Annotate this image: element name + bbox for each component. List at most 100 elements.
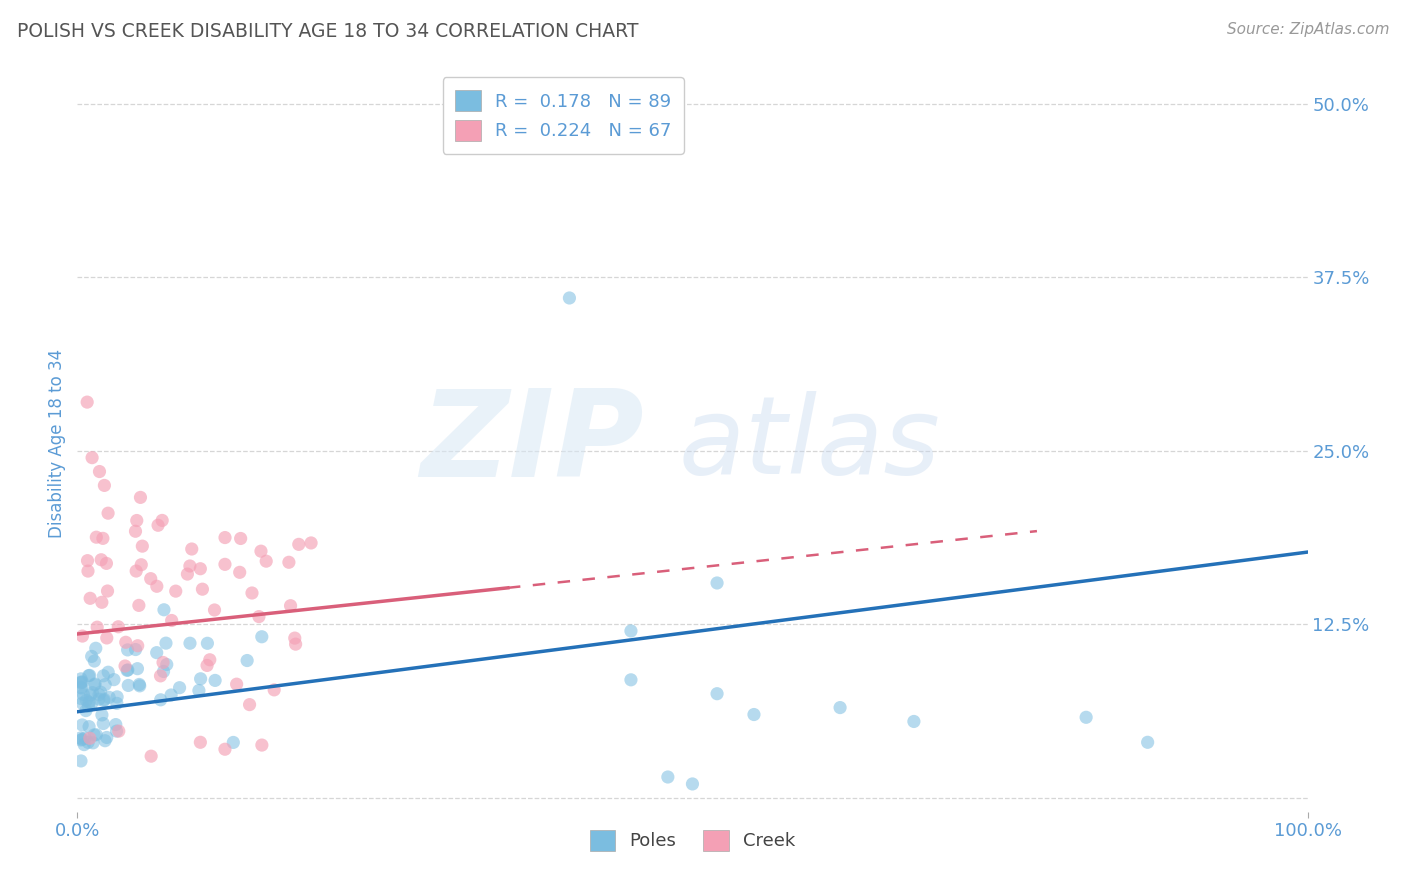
Point [149,669,172,683]
Point [96,557,118,571]
Text: POLISH VS CREEK DISABILITY AGE 18 TO 34 CORRELATION CHART: POLISH VS CREEK DISABILITY AGE 18 TO 34 … [17,22,638,41]
Point [129,558,152,572]
Point [250,738,273,752]
Point [288,537,311,551]
Point [87,688,110,702]
Point [229,532,252,546]
Point [87,692,110,706]
Point [86,530,108,544]
Point [91,716,114,731]
Point [277,555,299,569]
Point [187,683,209,698]
Point [903,714,925,729]
Point [197,636,219,650]
Point [236,654,259,668]
Point [169,681,191,695]
Point [128,599,150,613]
Point [152,665,174,679]
Point [107,724,129,739]
Point [70,675,93,690]
Point [77,695,100,709]
Point [84,677,107,691]
Point [77,564,100,578]
Point [160,688,183,702]
Text: ZIP: ZIP [420,385,644,502]
Point [86,620,108,634]
Point [79,591,101,606]
Point [73,731,96,745]
Point [124,642,146,657]
Point [152,656,174,670]
Point [146,579,169,593]
Point [104,717,127,731]
Point [72,629,94,643]
Point [1076,710,1098,724]
Point [93,693,115,707]
Point [72,688,94,702]
Point [165,584,187,599]
Point [558,291,581,305]
Point [75,693,97,707]
Y-axis label: Disability Age 18 to 34: Disability Age 18 to 34 [48,349,66,539]
Point [124,524,146,539]
Point [105,724,128,739]
Point [214,558,236,572]
Text: atlas: atlas [678,392,941,496]
Point [90,553,112,567]
Point [103,673,125,687]
Point [127,662,149,676]
Point [131,539,153,553]
Point [80,697,103,711]
Point [247,609,270,624]
Point [105,690,128,704]
Point [280,599,302,613]
Point [149,693,172,707]
Point [98,690,121,705]
Point [239,698,262,712]
Point [96,584,118,599]
Point [79,731,101,746]
Point [77,668,100,682]
Point [195,658,218,673]
Point [153,603,176,617]
Point [93,478,115,492]
Point [70,672,93,686]
Point [129,491,152,505]
Point [125,564,148,578]
Point [179,559,201,574]
Point [657,770,679,784]
Point [70,680,93,694]
Point [77,735,100,749]
Point [70,718,93,732]
Point [77,699,100,714]
Point [1136,735,1159,749]
Point [145,646,167,660]
Point [107,620,129,634]
Point [82,685,104,699]
Point [160,614,183,628]
Point [117,643,139,657]
Point [254,554,277,568]
Point [79,668,101,682]
Point [96,631,118,645]
Point [69,731,91,745]
Point [190,672,212,686]
Point [70,733,93,747]
Point [84,728,107,742]
Point [84,641,107,656]
Point [240,586,263,600]
Point [70,691,93,706]
Point [76,395,98,409]
Point [72,675,94,690]
Point [250,630,273,644]
Point [70,754,93,768]
Point [225,677,247,691]
Point [176,567,198,582]
Point [188,562,212,576]
Point [156,657,179,672]
Point [214,742,236,756]
Point [180,541,202,556]
Point [620,673,643,687]
Point [146,518,169,533]
Point [191,582,214,597]
